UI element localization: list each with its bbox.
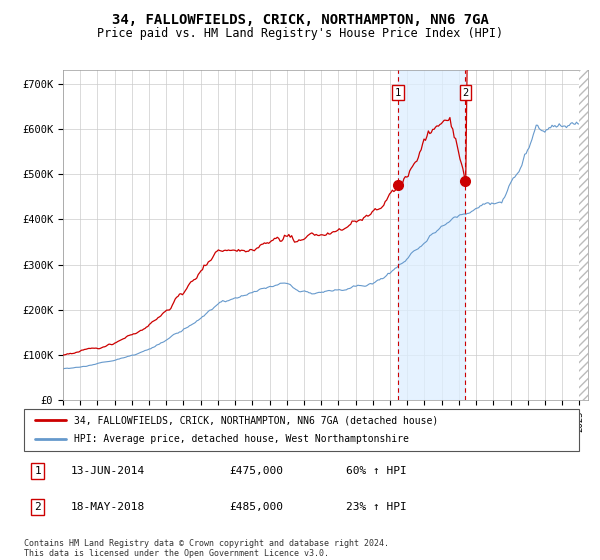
FancyBboxPatch shape (24, 409, 579, 451)
Text: 60% ↑ HPI: 60% ↑ HPI (346, 466, 407, 476)
Text: £475,000: £475,000 (229, 466, 283, 476)
Text: 18-MAY-2018: 18-MAY-2018 (71, 502, 145, 512)
Text: Price paid vs. HM Land Registry's House Price Index (HPI): Price paid vs. HM Land Registry's House … (97, 27, 503, 40)
Text: 2: 2 (35, 502, 41, 512)
Text: This data is licensed under the Open Government Licence v3.0.: This data is licensed under the Open Gov… (24, 549, 329, 558)
Text: HPI: Average price, detached house, West Northamptonshire: HPI: Average price, detached house, West… (74, 435, 409, 445)
Text: 34, FALLOWFIELDS, CRICK, NORTHAMPTON, NN6 7GA: 34, FALLOWFIELDS, CRICK, NORTHAMPTON, NN… (112, 13, 488, 27)
Text: 23% ↑ HPI: 23% ↑ HPI (346, 502, 407, 512)
Text: 1: 1 (395, 87, 401, 97)
Text: 1: 1 (35, 466, 41, 476)
Text: Contains HM Land Registry data © Crown copyright and database right 2024.: Contains HM Land Registry data © Crown c… (24, 539, 389, 548)
Text: £485,000: £485,000 (229, 502, 283, 512)
Text: 13-JUN-2014: 13-JUN-2014 (71, 466, 145, 476)
Bar (398, 70, 465, 400)
Text: 2: 2 (462, 87, 469, 97)
Text: 34, FALLOWFIELDS, CRICK, NORTHAMPTON, NN6 7GA (detached house): 34, FALLOWFIELDS, CRICK, NORTHAMPTON, NN… (74, 416, 438, 426)
